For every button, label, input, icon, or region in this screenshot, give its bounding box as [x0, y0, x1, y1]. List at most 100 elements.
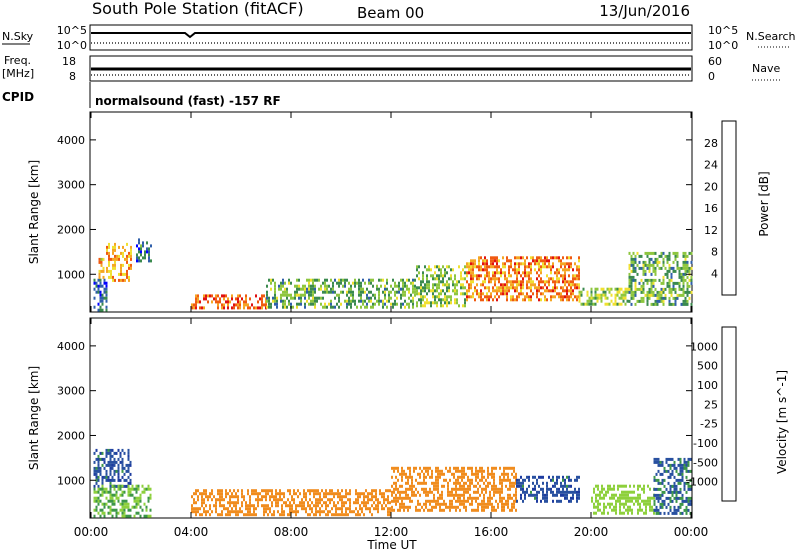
echo-cell [259, 297, 261, 301]
echo-cell [513, 493, 515, 497]
echo-cell [388, 290, 390, 294]
echo-cell [425, 493, 427, 497]
echo-cell [269, 510, 271, 514]
echo-cell [560, 259, 562, 263]
echo-cell [391, 484, 393, 488]
echo-cell [101, 457, 104, 461]
echo-cell [371, 498, 373, 502]
echo-cell [540, 268, 542, 272]
echo-cell [294, 284, 296, 288]
echo-cell [654, 272, 657, 276]
echo-cell [690, 281, 693, 285]
echo-cell [514, 256, 516, 260]
echo-cell [419, 481, 421, 485]
echo-cell [650, 302, 653, 306]
echo-cell [97, 511, 100, 515]
echo-cell [105, 487, 108, 491]
echo-cell [385, 504, 387, 508]
echo-cell [125, 469, 128, 473]
echo-cell [637, 502, 639, 506]
echo-cell [486, 298, 488, 302]
echo-cell [326, 287, 328, 291]
echo-cell [133, 499, 136, 503]
echo-cell [669, 463, 672, 467]
echo-cell [123, 478, 126, 482]
echo-cell [127, 505, 130, 509]
echo-cell [646, 251, 649, 255]
echo-cell [391, 508, 393, 512]
echo-cell [647, 484, 649, 488]
echo-cell [117, 487, 120, 491]
echo-cell [496, 256, 498, 260]
echo-cell [477, 481, 479, 485]
echo-cell [277, 498, 279, 502]
echo-cell [315, 492, 317, 496]
echo-cell [195, 507, 197, 511]
echo-cell [221, 492, 223, 496]
echo-cell [670, 272, 673, 276]
echo-cell [399, 502, 401, 506]
echo-cell [215, 294, 217, 298]
echo-cell [107, 475, 110, 479]
echo-cell [150, 259, 152, 263]
echo-cell [329, 492, 331, 496]
echo-cell [121, 490, 124, 494]
echo-cell [687, 460, 690, 464]
echo-cell [536, 295, 538, 299]
echo-cell [108, 242, 110, 246]
echo-cell [279, 489, 281, 493]
echo-cell [503, 505, 505, 509]
echo-cell [659, 472, 662, 476]
echo-cell [135, 505, 138, 509]
echo-cell [469, 481, 471, 485]
echo-cell [453, 496, 455, 500]
echo-cell [511, 508, 513, 512]
echo-cell [367, 495, 369, 499]
echo-cell [679, 496, 682, 500]
echo-cell [128, 254, 130, 258]
echo-cell [411, 487, 413, 491]
echo-cell [687, 496, 690, 500]
echo-cell [357, 495, 359, 499]
echo-cell [483, 481, 485, 485]
echo-cell [493, 475, 495, 479]
echo-cell [109, 511, 112, 515]
echo-cell [221, 294, 223, 298]
echo-cell [650, 290, 653, 294]
echo-cell [642, 266, 645, 270]
echo-cell [207, 498, 209, 502]
echo-cell [138, 247, 140, 251]
echo-cell [491, 502, 493, 506]
echo-cell [366, 296, 368, 300]
echo-cell [355, 498, 357, 502]
echo-cell [646, 302, 649, 306]
echo-cell [584, 302, 587, 306]
echo-cell [289, 507, 291, 511]
echo-cell [568, 484, 570, 488]
echo-cell [457, 487, 459, 491]
echo-cell [205, 492, 207, 496]
echo-cell [447, 469, 449, 473]
echo-cell [360, 281, 362, 285]
echo-cell [630, 287, 633, 291]
echo-cell [363, 501, 365, 505]
echo-cell [609, 502, 611, 506]
echo-cell [385, 489, 387, 493]
echo-cell [197, 498, 199, 502]
echo-cell [530, 277, 532, 281]
echo-cell [410, 293, 412, 297]
echo-cell [574, 487, 576, 491]
echo-cell [542, 496, 544, 500]
echo-cell [576, 265, 578, 269]
echo-cell [499, 496, 501, 500]
echo-cell [556, 481, 558, 485]
echo-cell [524, 298, 526, 302]
echo-cell [611, 487, 613, 491]
echo-cell [689, 496, 692, 500]
echo-cell [245, 513, 247, 517]
echo-cell [659, 493, 662, 497]
echo-cell [93, 499, 96, 503]
echo-cell [361, 492, 363, 496]
echo-cell [546, 256, 548, 260]
echo-cell [221, 498, 223, 502]
